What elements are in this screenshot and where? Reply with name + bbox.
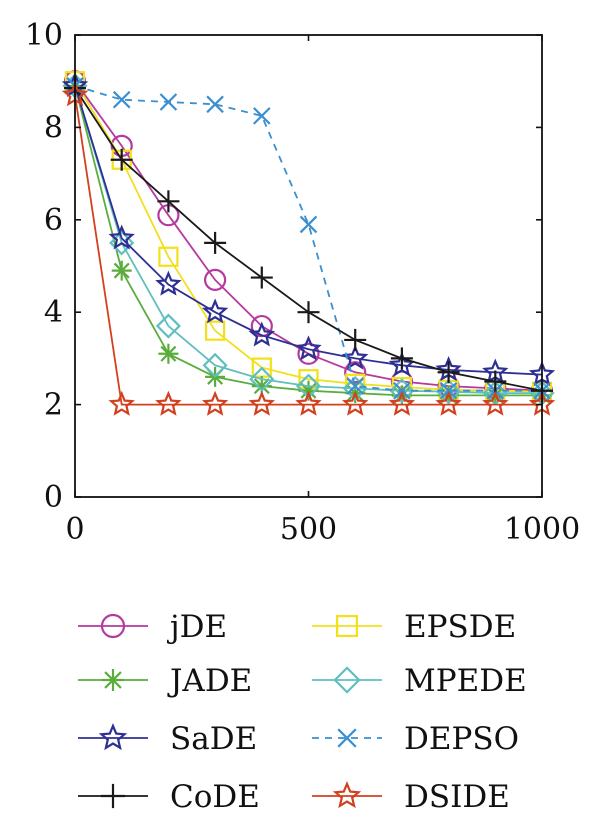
- series-dside: [61, 81, 556, 416]
- data-point-sade: [108, 224, 135, 250]
- legend-label-code: CoDE: [170, 779, 260, 815]
- data-point-sade: [295, 335, 322, 361]
- data-point-dside: [482, 390, 509, 416]
- legend-label-mpede: MPEDE: [404, 663, 527, 699]
- data-point-mpede: [389, 378, 415, 404]
- data-point-dside: [155, 390, 182, 416]
- legend-marker-code: [100, 783, 126, 809]
- y-tick-label: 6: [44, 203, 63, 238]
- data-point-depso: [112, 90, 131, 109]
- legend-label-sade: SaDE: [170, 721, 257, 757]
- legend-item-dside: DSIDE: [312, 779, 510, 815]
- data-point-code: [344, 328, 367, 351]
- legend-label-jde: jDE: [167, 609, 227, 645]
- legend-item-depso: DEPSO: [312, 721, 519, 757]
- legend-label-depso: DEPSO: [404, 721, 519, 757]
- legend: jDE EPSDE JADE MPEDE SaDE DEPSO CoDE DSIDE: [78, 609, 527, 815]
- data-point-code: [250, 266, 273, 289]
- data-point-code: [204, 231, 227, 254]
- data-point-sade: [341, 344, 369, 370]
- legend-marker-jade: [102, 669, 124, 691]
- data-point-depso: [253, 107, 271, 125]
- legend-marker-epsde: [336, 614, 359, 637]
- data-point-mpede: [342, 375, 368, 401]
- data-point-mpede: [436, 379, 462, 405]
- data-point-depso: [299, 215, 318, 234]
- y-tick-label: 10: [25, 18, 63, 53]
- plot-background: [75, 35, 542, 497]
- data-point-code: [437, 361, 460, 384]
- legend-item-code: CoDE: [78, 779, 260, 815]
- data-point-jade: [111, 260, 132, 281]
- data-point-depso: [206, 95, 224, 114]
- data-point-sade: [248, 321, 276, 347]
- data-point-jde: [297, 342, 320, 365]
- y-tick-label: 4: [44, 295, 63, 330]
- series-line-dside: [74, 94, 542, 406]
- data-point-epsde: [158, 246, 179, 267]
- series-line-mpede: [74, 85, 542, 395]
- data-point-sade: [155, 270, 182, 296]
- plot-area: [61, 35, 556, 497]
- data-point-jde: [204, 268, 227, 291]
- data-point-sade: [201, 298, 229, 324]
- x-tick-label: 500: [280, 512, 337, 547]
- legend-item-jde: jDE: [78, 609, 227, 645]
- data-point-mpede: [295, 373, 322, 399]
- data-point-depso: [346, 377, 364, 395]
- legend-label-epsde: EPSDE: [404, 609, 516, 645]
- data-point-code: [297, 301, 320, 324]
- data-point-code: [390, 347, 413, 370]
- series-line-sade: [74, 85, 543, 376]
- y-tick-label: 8: [44, 110, 63, 145]
- legend-marker-depso: [337, 728, 357, 748]
- legend-item-jade: JADE: [78, 663, 252, 699]
- legend-marker-dside: [332, 781, 362, 809]
- series-sade: [61, 71, 556, 386]
- series-code: [64, 77, 553, 402]
- data-point-dside: [108, 390, 135, 416]
- series-line-depso: [74, 84, 542, 392]
- y-tick-label: 0: [44, 480, 63, 515]
- legend-label-dside: DSIDE: [404, 779, 510, 815]
- legend-item-sade: SaDE: [78, 721, 257, 757]
- data-point-mpede: [249, 366, 275, 392]
- data-point-mpede: [109, 230, 135, 256]
- data-point-jade: [158, 343, 179, 364]
- axes: 0 2 4 6 8 10 0 500 1000: [25, 18, 580, 547]
- x-tick-label: 0: [65, 512, 84, 547]
- data-point-depso: [159, 93, 178, 111]
- x-tick-label: 1000: [504, 512, 580, 547]
- data-point-dside: [435, 390, 462, 416]
- legend-marker-mpede: [333, 666, 361, 694]
- data-point-mpede: [202, 352, 228, 378]
- data-point-code: [110, 148, 133, 171]
- legend-marker-sade: [98, 723, 128, 751]
- data-point-dside: [341, 390, 369, 416]
- legend-item-epsde: EPSDE: [312, 609, 516, 645]
- legend-marker-jde: [100, 613, 126, 639]
- data-point-mpede: [155, 313, 181, 339]
- legend-item-mpede: MPEDE: [312, 663, 527, 699]
- legend-label-jade: JADE: [167, 663, 252, 699]
- data-point-dside: [295, 390, 322, 416]
- data-point-code: [157, 190, 180, 213]
- data-point-dside: [248, 390, 276, 416]
- data-point-dside: [388, 390, 416, 416]
- data-point-epsde: [205, 320, 226, 341]
- y-tick-label: 2: [44, 388, 63, 423]
- data-point-code: [484, 370, 507, 393]
- data-point-dside: [201, 390, 229, 416]
